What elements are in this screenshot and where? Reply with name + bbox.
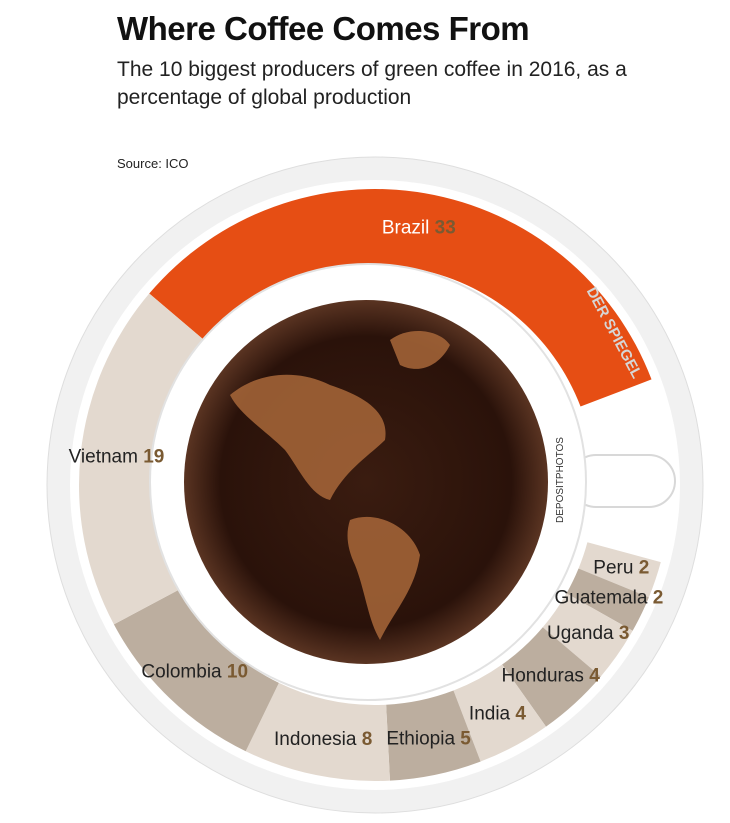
value-label: 2 (653, 588, 664, 609)
category-label: Honduras (502, 666, 584, 687)
segment-label: Colombia 10 (141, 661, 248, 682)
segment (542, 593, 633, 677)
category-label: Colombia (141, 661, 222, 682)
value-label: 19 (143, 446, 164, 467)
value-label: 33 (435, 218, 456, 239)
source: Source: ICO (117, 156, 189, 171)
segment (502, 627, 601, 727)
segment-label: Peru 2 (593, 557, 649, 578)
value-label: 4 (589, 666, 600, 687)
value-label: 8 (362, 729, 373, 750)
segment (386, 690, 481, 781)
value-label: 2 (639, 557, 650, 578)
category-label: Vietnam (69, 446, 138, 467)
segment (578, 542, 661, 598)
segment-label: Guatemala 2 (554, 588, 663, 609)
segment-label: Honduras 4 (502, 666, 601, 687)
category-label: Uganda (547, 623, 614, 644)
category-label: Ethiopia (386, 728, 455, 749)
segment (245, 682, 390, 781)
chart-subtitle: The 10 biggest producers of green coffee… (117, 58, 627, 109)
segment (453, 664, 547, 762)
segment-label: Ethiopia 5 (386, 728, 471, 749)
chart-title: Where Coffee Comes From (117, 10, 530, 47)
continent-south-america (347, 516, 420, 640)
segment-label: Uganda 3 (547, 623, 629, 644)
photo-credit: DEPOSITPHOTOS (555, 437, 566, 523)
value-label: 3 (619, 623, 630, 644)
category-label: Brazil (382, 218, 430, 239)
value-label: 4 (515, 703, 526, 724)
segment (149, 188, 652, 407)
segment-label: Brazil 33 (382, 218, 456, 239)
coffee (184, 300, 548, 664)
segment (566, 568, 649, 631)
segment (78, 293, 208, 625)
segment-label: Vietnam 19 (69, 446, 165, 467)
category-label: India (469, 703, 511, 724)
ring (78, 188, 661, 781)
category-label: Guatemala (554, 588, 647, 609)
segment-label: Indonesia 8 (274, 729, 372, 750)
category-label: Indonesia (274, 729, 357, 750)
value-label: 5 (460, 728, 471, 749)
continent-greenland (390, 330, 450, 369)
continent-north-america (230, 374, 386, 500)
segment-label: India 4 (469, 703, 526, 724)
segment (113, 588, 279, 752)
value-label: 10 (227, 661, 248, 682)
category-label: Peru (593, 557, 633, 578)
